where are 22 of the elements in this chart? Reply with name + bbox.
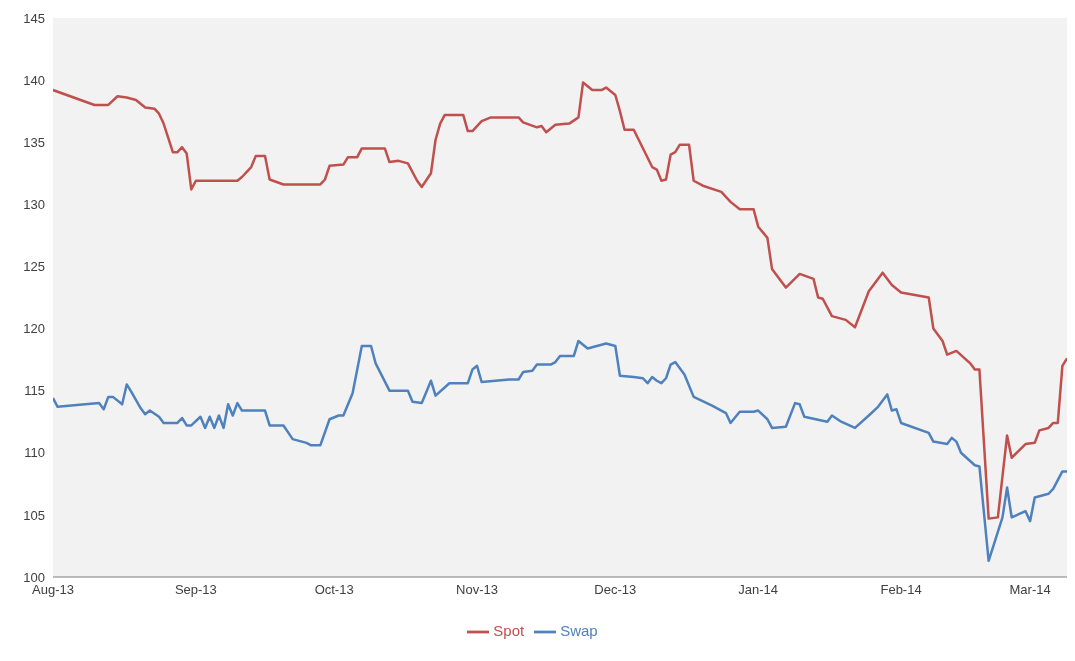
- y-tick-label: 120: [23, 321, 45, 337]
- y-tick-label: 105: [23, 507, 45, 523]
- y-tick-label: 125: [23, 259, 45, 275]
- y-tick-label: 130: [23, 196, 45, 212]
- y-tick-label: 110: [24, 445, 45, 461]
- x-tick-label: Feb-14: [880, 582, 922, 598]
- x-tick-label: Aug-13: [32, 582, 74, 598]
- y-tick-label: 145: [23, 10, 45, 26]
- y-tick-label: 140: [23, 72, 45, 88]
- y-tick-label: 100: [23, 569, 45, 585]
- legend-label: Spot: [493, 621, 525, 639]
- x-tick-label: Dec-13: [594, 582, 637, 598]
- x-tick-label: Oct-13: [314, 582, 354, 598]
- y-tick-label: 135: [23, 134, 45, 150]
- x-tick-label: Sep-13: [174, 582, 217, 598]
- y-tick-label: 115: [24, 383, 45, 399]
- line-series: [53, 81, 1067, 520]
- x-tick-label: Jan-14: [738, 582, 779, 598]
- legend-label: Swap: [560, 621, 598, 639]
- x-tick-label: Mar-14: [1009, 582, 1051, 598]
- x-tick-label: Nov-13: [456, 582, 498, 598]
- line-series: [53, 339, 1067, 563]
